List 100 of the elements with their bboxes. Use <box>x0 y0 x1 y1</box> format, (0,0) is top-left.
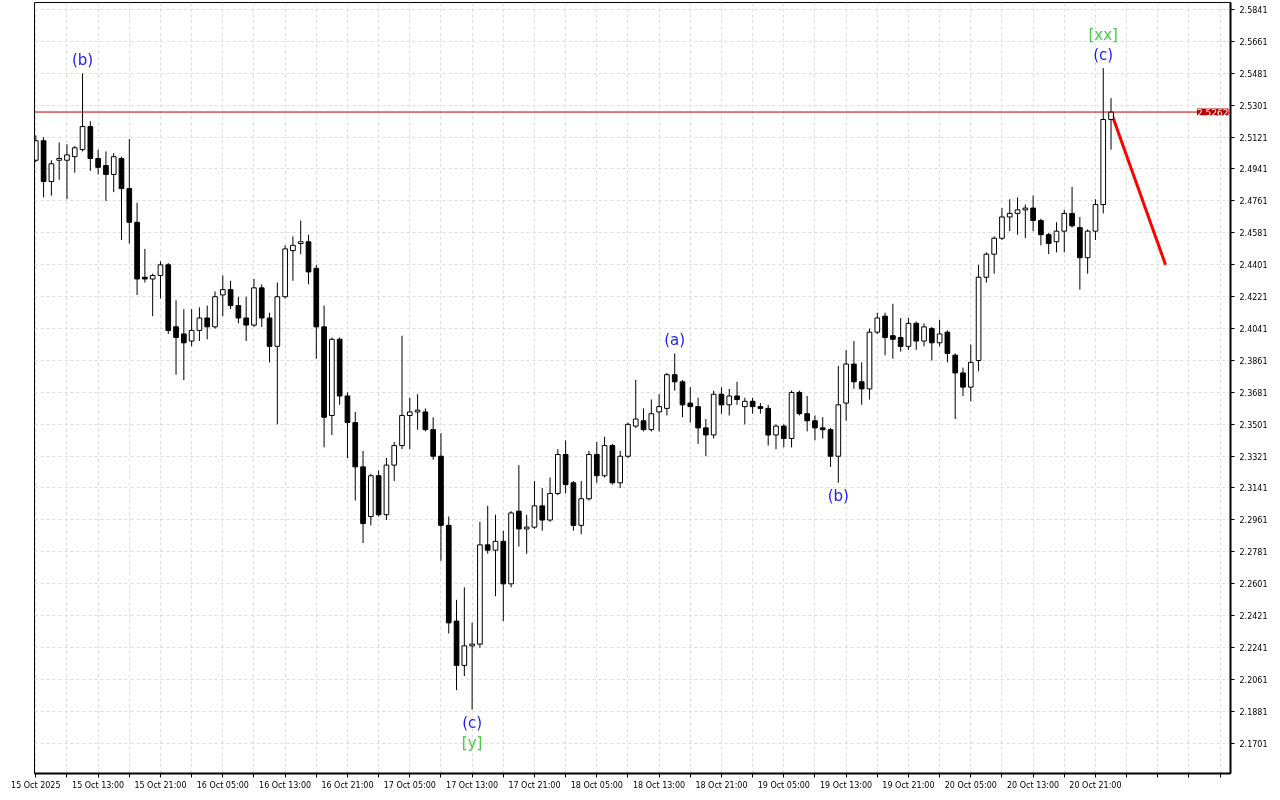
candlestick <box>874 312 881 335</box>
candlestick <box>56 142 63 181</box>
candlestick <box>703 418 709 457</box>
y-tick-label: 2.3141 <box>1239 484 1268 494</box>
candlestick <box>695 397 701 445</box>
x-tick-label: 16 Oct 05:00 <box>196 780 249 790</box>
candlestick <box>516 464 522 548</box>
annotation: [xx] <box>1088 26 1118 45</box>
candlestick <box>999 207 1005 241</box>
x-tick-label: 20 Oct 05:00 <box>944 780 997 790</box>
y-tick-label: 2.2961 <box>1239 516 1268 526</box>
candlestick <box>71 145 78 174</box>
candlestick <box>734 381 740 406</box>
x-tick-label: 16 Oct 21:00 <box>321 780 374 790</box>
y-tick-label: 2.3501 <box>1239 420 1268 430</box>
y-tick-label: 2.4401 <box>1239 261 1268 271</box>
x-tick-label: 19 Oct 05:00 <box>757 780 810 790</box>
candlestick <box>882 312 888 356</box>
y-tick-label: 2.5661 <box>1239 37 1268 47</box>
annotation: (b) <box>827 486 849 505</box>
candlestick <box>593 441 600 484</box>
x-tick-label: 16 Oct 13:00 <box>259 780 312 790</box>
candlestick <box>95 149 101 175</box>
candlestick <box>523 514 530 555</box>
y-tick-label: 2.1701 <box>1239 739 1268 749</box>
y-tick-label: 2.4761 <box>1239 197 1268 207</box>
annotation: (c) <box>1093 46 1114 65</box>
candlestick <box>204 305 211 340</box>
y-tick-label: 2.3321 <box>1239 452 1268 462</box>
y-tick-label: 2.5481 <box>1239 69 1268 79</box>
candlestick <box>297 220 304 255</box>
x-tick-label: 18 Oct 05:00 <box>570 780 623 790</box>
candlestick <box>290 235 296 282</box>
y-tick-label: 2.4581 <box>1239 229 1268 239</box>
candlestick <box>632 379 639 429</box>
candlestick <box>406 397 413 450</box>
x-tick-label: 18 Oct 13:00 <box>633 780 686 790</box>
y-tick-label: 2.4941 <box>1239 165 1268 175</box>
x-tick-label: 18 Oct 21:00 <box>695 780 748 790</box>
x-tick-label: 17 Oct 13:00 <box>446 780 499 790</box>
x-tick-label: 20 Oct 13:00 <box>1007 780 1060 790</box>
x-tick-label: 20 Oct 21:00 <box>1069 780 1122 790</box>
candlestick <box>391 441 398 482</box>
x-tick-label: 19 Oct 13:00 <box>820 780 873 790</box>
candlestick <box>531 480 538 530</box>
candlestick <box>243 296 250 342</box>
candlestick <box>960 367 966 397</box>
candlestick <box>1030 195 1036 232</box>
y-tick-label: 2.4041 <box>1239 324 1268 334</box>
y-tick-label: 2.3681 <box>1239 388 1268 398</box>
candlestick <box>539 487 546 532</box>
candlestick <box>1045 232 1052 255</box>
candlestick <box>780 423 787 448</box>
x-tick-label: 15 Oct 21:00 <box>134 780 187 790</box>
candlestick <box>671 352 678 392</box>
y-tick-label: 2.2601 <box>1239 580 1268 590</box>
y-tick-label: 2.5301 <box>1239 101 1268 111</box>
candlestick <box>991 235 997 275</box>
candlestick <box>110 152 117 193</box>
y-tick-label: 2.2241 <box>1239 643 1268 653</box>
candlestick <box>851 340 857 390</box>
x-tick-label: 17 Oct 21:00 <box>508 780 561 790</box>
ref-line-label: 2.5262 <box>1197 107 1229 118</box>
candlestick <box>952 352 959 420</box>
candlestick <box>1006 198 1013 232</box>
annotation: (a) <box>664 331 686 350</box>
candlestick <box>492 514 499 597</box>
candlestick <box>181 308 187 381</box>
candlestick <box>1014 196 1021 236</box>
candlestick <box>149 273 156 317</box>
y-tick-label: 2.5121 <box>1239 133 1268 143</box>
y-tick-label: 2.5841 <box>1239 5 1268 15</box>
candlestick <box>726 388 733 416</box>
candlestick <box>819 416 826 440</box>
candlestick <box>773 423 779 450</box>
candlestick <box>484 505 491 555</box>
x-tick-label: 19 Oct 21:00 <box>882 780 935 790</box>
candlestick <box>103 150 109 202</box>
candlestick <box>741 397 748 425</box>
candlestick <box>188 308 195 347</box>
annotation: (b) <box>71 51 94 70</box>
candlestick <box>1061 209 1068 253</box>
candlestick <box>142 248 148 284</box>
y-tick-label: 2.1881 <box>1239 707 1268 717</box>
annotation: [y] <box>461 733 483 752</box>
candlestick <box>812 414 818 441</box>
candlestick <box>687 386 694 424</box>
candlestick <box>1038 218 1044 246</box>
candlestick <box>219 274 226 317</box>
candlestick <box>890 303 896 360</box>
y-tick-label: 2.3861 <box>1239 356 1268 366</box>
y-tick-label: 2.2781 <box>1239 548 1268 558</box>
candlestick <box>1069 186 1075 229</box>
candlestick <box>173 299 179 376</box>
candlestick <box>656 393 662 432</box>
candlestick <box>414 393 421 431</box>
candlestick <box>921 322 927 347</box>
candlestick <box>196 306 203 342</box>
candlestick <box>64 143 70 200</box>
annotation: (c) <box>462 713 483 732</box>
